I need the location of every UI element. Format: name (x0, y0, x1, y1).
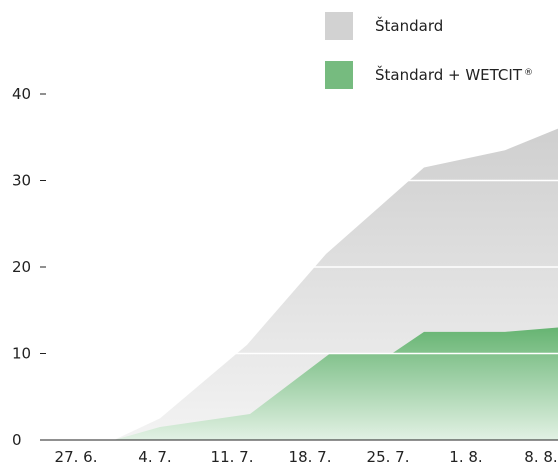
x-tick-label-1: 4. 7. (138, 448, 171, 464)
legend-item-wetcit: Štandard + WETCIT ® (325, 61, 533, 89)
x-tick-label-2: 11. 7. (211, 448, 254, 464)
legend-swatch-wetcit (325, 61, 353, 89)
registered-mark: ® (524, 68, 533, 78)
y-tick-label-40: 40 (12, 85, 31, 103)
x-tick-label-0: 27. 6. (55, 448, 98, 464)
y-tick-label-0: 0 (12, 431, 22, 449)
y-axis-ticks: 0 10 20 30 40 (12, 85, 46, 449)
x-axis-ticks: 27. 6. 4. 7. 11. 7. 18. 7. 25. 7. 1. 8. 8. 8. (55, 448, 558, 464)
y-tick-label-20: 20 (12, 258, 31, 276)
x-tick-label-6: 8. 8. (524, 448, 557, 464)
legend-item-standard: Štandard (325, 12, 443, 40)
legend-label-standard: Štandard (375, 17, 444, 35)
legend-label-wetcit: Štandard + WETCIT (375, 66, 522, 84)
gridlines (45, 93, 558, 355)
x-tick-label-4: 25. 7. (367, 448, 410, 464)
y-tick-label-30: 30 (12, 172, 31, 190)
series-area-wetcit (45, 327, 558, 440)
y-tick-label-10: 10 (12, 345, 31, 363)
x-tick-label-3: 18. 7. (289, 448, 332, 464)
legend-swatch-standard (325, 12, 353, 40)
x-tick-label-5: 1. 8. (449, 448, 482, 464)
